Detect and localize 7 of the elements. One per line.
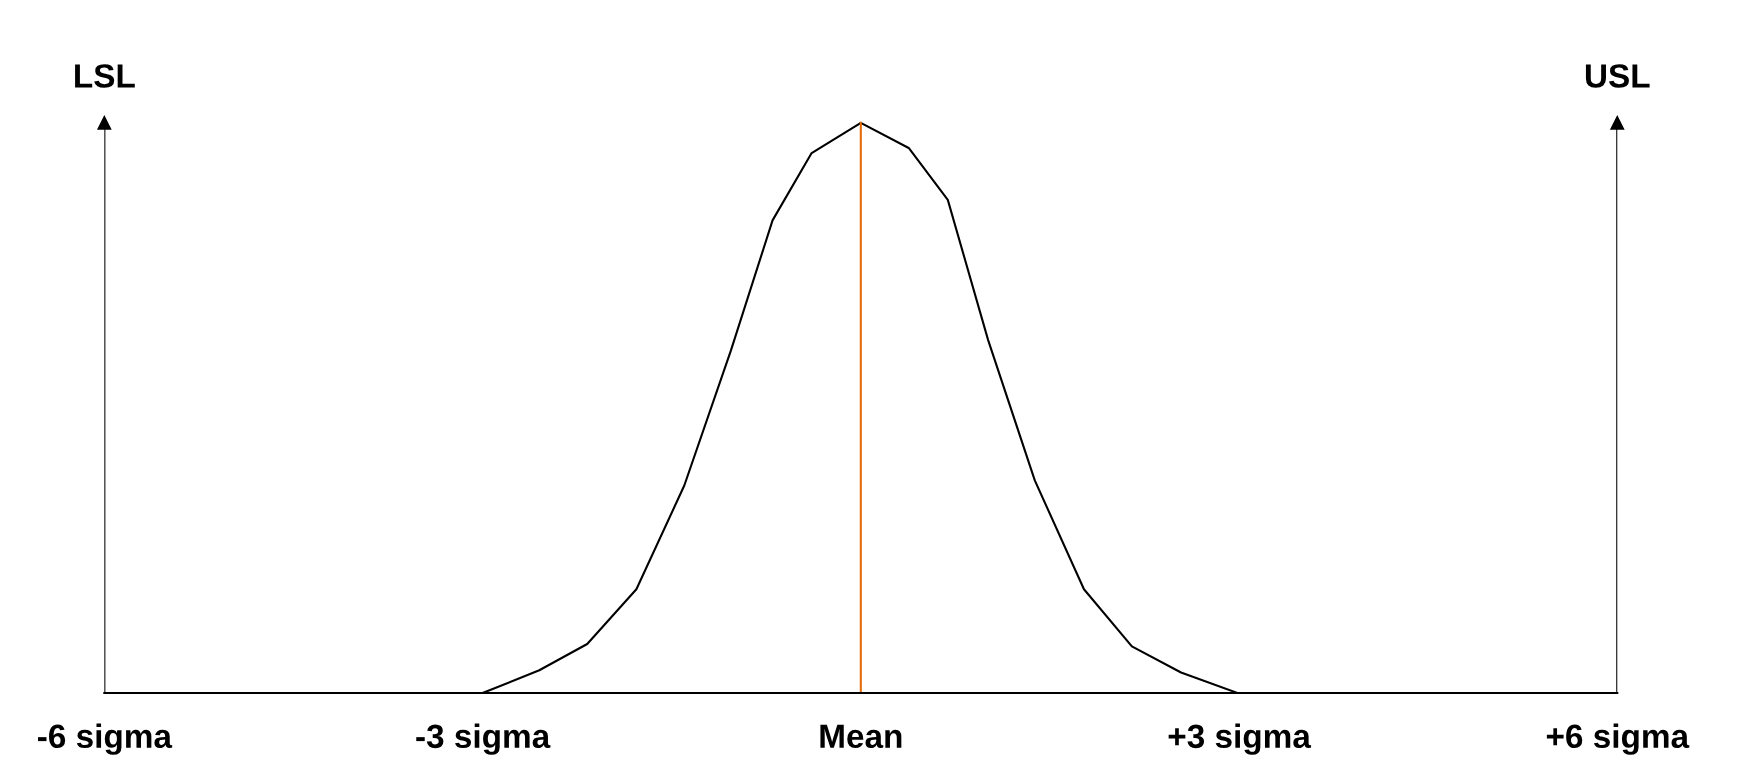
ref-line-label: LSL <box>75 64 135 88</box>
x-tick-label: Mean <box>820 724 902 749</box>
x-tick-label: -6 sigma <box>38 723 173 755</box>
ref-line-label: USL <box>1585 64 1650 88</box>
x-tick-label: +6 sigma <box>1546 723 1690 755</box>
x-tick-label: -3 sigma <box>416 723 551 755</box>
x-tick-label: +3 sigma <box>1168 723 1312 755</box>
